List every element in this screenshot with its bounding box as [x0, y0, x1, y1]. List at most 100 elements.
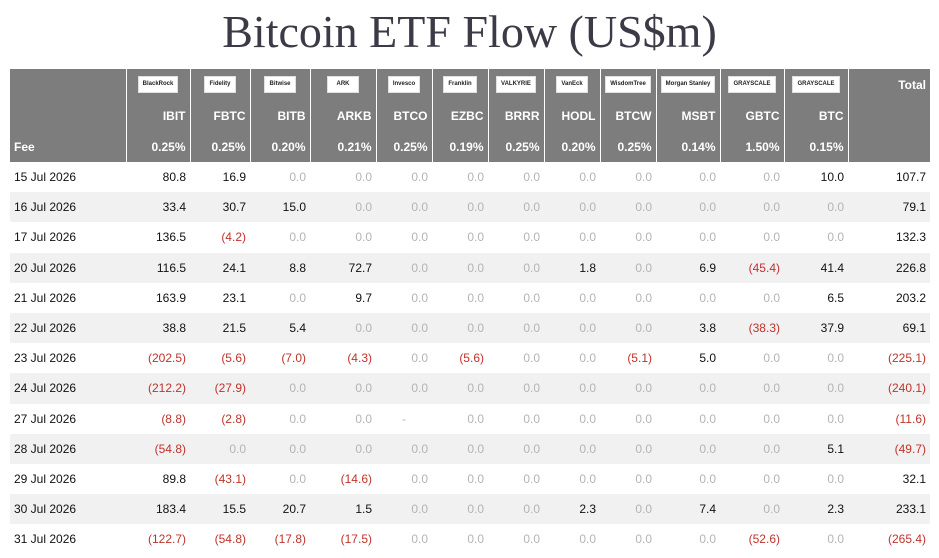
flow-cell: 6.9	[656, 252, 720, 283]
flow-cell: 41.4	[784, 252, 848, 283]
issuer-logo: Invesco	[387, 76, 421, 93]
flow-cell: 0.0	[656, 463, 720, 495]
flow-cell: 0.0	[250, 403, 310, 434]
flow-cell: 0.0	[488, 524, 544, 555]
flow-cell: 0.0	[720, 403, 784, 434]
flow-cell: 5.0	[656, 343, 720, 374]
flow-cell: 0.0	[488, 222, 544, 253]
flow-cell: 0.0	[432, 524, 488, 555]
flow-cell: 0.0	[720, 222, 784, 253]
flow-cell: 0.0	[376, 192, 432, 223]
issuer-logo-cell: GRAYSCALE	[784, 69, 849, 100]
flow-cell: 0.0	[250, 282, 310, 313]
flow-cell: 2.3	[544, 494, 600, 525]
fee-value: 0.20%	[544, 132, 601, 162]
flow-cell: 136.5	[126, 222, 190, 253]
flow-cell: 0.0	[488, 494, 544, 525]
date-cell: 23 Jul 2026	[10, 343, 126, 374]
date-cell: 20 Jul 2026	[10, 252, 126, 283]
flow-cell: 0.0	[432, 192, 488, 223]
flow-cell: 1.5	[310, 494, 376, 525]
fee-value: 0.25%	[600, 132, 657, 162]
flow-cell: 0.0	[432, 222, 488, 253]
total-cell: (240.1)	[848, 373, 930, 404]
flow-cell: 10.0	[784, 162, 848, 193]
flow-cell: (43.1)	[190, 463, 250, 495]
flow-cell: 0.0	[488, 162, 544, 193]
fee-total-cell	[848, 132, 930, 162]
table-row: 29 Jul 2026 89.8 (43.1) 0.0 (14.6) 0.0 0.0 0.0 0…	[10, 463, 930, 495]
flow-cell: 0.0	[544, 524, 600, 555]
ticker-header: BTCW	[600, 100, 657, 132]
flow-cell: 0.0	[544, 373, 600, 404]
ticker-row: IBIT FBTC BITB ARKB BTCO EZBC BRRR HODL BTCW MSBT…	[10, 100, 930, 132]
flow-cell: 33.4	[126, 192, 190, 223]
flow-cell: 38.8	[126, 312, 190, 344]
flow-cell: 0.0	[432, 252, 488, 283]
issuer-logo-cell: VALKYRIE	[488, 69, 545, 100]
issuer-logo-row: BlackRock Fidelity Bitwise ARK Invesco Frankl…	[10, 69, 930, 100]
table-row: 15 Jul 2026 80.8 16.9 0.0 0.0 0.0 0.0 0.0 0.0 0.0…	[10, 162, 930, 193]
flow-cell: 0.0	[600, 433, 656, 464]
flow-cell: 0.0	[432, 463, 488, 495]
flow-cell: 0.0	[600, 162, 656, 193]
issuer-logo-cell: ARK	[310, 69, 377, 100]
ticker-header: BTCO	[376, 100, 433, 132]
ticker-header: HODL	[544, 100, 601, 132]
table-row: 28 Jul 2026 (54.8) 0.0 0.0 0.0 0.0 0.0 0.0 0.0 0.…	[10, 433, 930, 464]
total-cell: 107.7	[848, 162, 930, 193]
flow-cell: 0.0	[432, 312, 488, 344]
flow-cell: 8.8	[250, 252, 310, 283]
flow-cell: 0.0	[656, 373, 720, 404]
fee-value: 0.25%	[126, 132, 191, 162]
flow-cell: 9.7	[310, 282, 376, 313]
flow-cell: 0.0	[310, 192, 376, 223]
flow-cell: 0.0	[432, 433, 488, 464]
flow-cell: 0.0	[376, 343, 432, 374]
flow-cell: 0.0	[544, 403, 600, 434]
table-row: 27 Jul 2026 (8.8) (2.8) 0.0 0.0-0.0 0.0 0.0 0.0…	[10, 403, 930, 434]
flow-cell: 0.0	[310, 373, 376, 404]
flow-cell: 0.0	[376, 463, 432, 495]
issuer-logo-cell: Morgan Stanley	[656, 69, 721, 100]
flow-cell: (45.4)	[720, 252, 784, 283]
flow-cell: (17.5)	[310, 524, 376, 555]
flow-cell: 0.0	[600, 373, 656, 404]
flow-cell: 0.0	[600, 192, 656, 223]
flow-cell: (212.2)	[126, 373, 190, 404]
ticker-header: MSBT	[656, 100, 721, 132]
flow-cell: 5.4	[250, 312, 310, 344]
total-cell: 69.1	[848, 312, 930, 344]
date-cell: 21 Jul 2026	[10, 282, 126, 313]
flow-cell: (8.8)	[126, 403, 190, 434]
flow-cell: 24.1	[190, 252, 250, 283]
table-row: 20 Jul 2026 116.5 24.1 8.8 72.7 0.0 0.0 0.0 1.8 0…	[10, 252, 930, 283]
date-cell: 15 Jul 2026	[10, 162, 126, 193]
table-row: 16 Jul 2026 33.4 30.7 15.0 0.0 0.0 0.0 0.0 0.0 0.…	[10, 192, 930, 223]
flow-cell: 0.0	[600, 222, 656, 253]
ticker-header: FBTC	[190, 100, 251, 132]
flow-cell: 0.0	[250, 463, 310, 495]
table-row: 22 Jul 2026 38.8 21.5 5.4 0.0 0.0 0.0 0.0 0.0 0.0…	[10, 312, 930, 344]
flow-cell: (17.8)	[250, 524, 310, 555]
total-header: Total	[848, 69, 930, 100]
flow-cell: (122.7)	[126, 524, 190, 555]
flow-cell: (2.8)	[190, 403, 250, 434]
flow-cell: 72.7	[310, 252, 376, 283]
flow-cell: (5.1)	[600, 343, 656, 374]
date-cell: 28 Jul 2026	[10, 433, 126, 464]
total-cell: 79.1	[848, 192, 930, 223]
flow-cell: 0.0	[544, 192, 600, 223]
total-cell: (265.4)	[848, 524, 930, 555]
table-row: 17 Jul 2026 136.5 (4.2) 0.0 0.0 0.0 0.0 0.0 0.0 0…	[10, 222, 930, 253]
flow-cell: 20.7	[250, 494, 310, 525]
flow-cell: 0.0	[600, 494, 656, 525]
flow-cell: 0.0	[432, 282, 488, 313]
flow-cell: 0.0	[600, 252, 656, 283]
issuer-logo: Fidelity	[204, 76, 236, 93]
flow-cell: 0.0	[488, 463, 544, 495]
flow-cell: 37.9	[784, 312, 848, 344]
flow-cell: 0.0	[656, 222, 720, 253]
flow-cell: 0.0	[190, 433, 250, 464]
flow-cell: 0.0	[544, 162, 600, 193]
